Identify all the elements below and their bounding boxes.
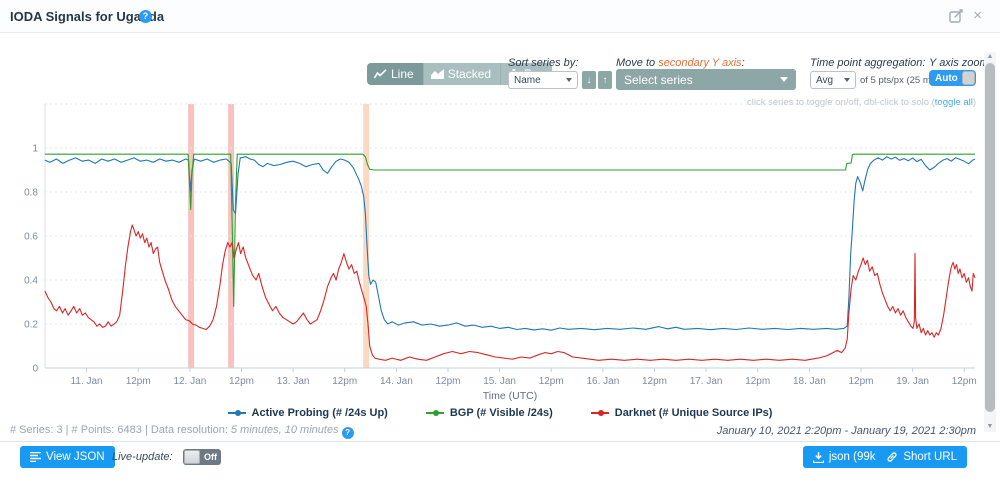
series-line-1[interactable] [44,153,975,307]
legend-label: BGP (# Visible /24s) [449,407,553,419]
arrow-up-icon: ↑ [602,74,608,86]
y-axis-tick: 1 [32,144,38,155]
stats-help-icon[interactable]: ? [341,427,354,439]
legend-marker-icon [425,410,444,417]
x-axis-tick: 12pm [126,376,151,387]
download-json-button[interactable]: json (99kB) [802,446,897,468]
sort-ascending-button[interactable]: ↑ [598,71,612,89]
live-update-toggle[interactable]: Off [183,449,221,465]
link-icon [886,451,898,463]
y-axis-tick: 0.4 [24,276,38,287]
line-chart-svg[interactable]: 1 0.8 0.6 0.4 0.2 0 11. Jan 12pm 12. Jan 12pm 13. … [0,100,1000,410]
date-range: January 10, 2021 2:20pm - January 19, 20… [716,425,976,437]
line-chart-icon [374,69,387,79]
legend-marker-icon [227,410,246,417]
x-axis-tick: 12pm [229,376,254,387]
x-axis-tick: 12pm [848,376,873,387]
legend-hint: click series to toggle on/off, dbl-click… [747,97,976,108]
y-axis-tick: 0.6 [24,232,38,243]
legend-marker-icon [590,410,609,417]
edit-icon[interactable] [949,8,963,23]
title-help-icon[interactable]: ? [139,10,152,23]
sort-descending-button[interactable]: ↓ [582,71,596,89]
widget-titlebar: IODA Signals for Uganda ? × [0,0,1000,33]
x-axis-tick: 11. Jan [71,376,103,387]
sort-direction-buttons: ↓ ↑ [582,71,612,89]
aggregation-select[interactable]: Avg [810,71,856,89]
x-axis-tick: 12pm [435,376,460,387]
legend-item[interactable]: BGP (# Visible /24s) [425,407,553,419]
x-axis-tick: 12pm [642,376,667,387]
x-axis-tick: 17. Jan [690,376,723,387]
y-axis-tick: 0 [32,364,38,375]
page-title: IODA Signals for Uganda [10,9,165,24]
chevron-down-icon [844,78,850,82]
series-line-0[interactable] [44,156,976,331]
list-icon [30,452,41,462]
x-axis-tick: 13. Jan [277,376,310,387]
chart[interactable]: 1 0.8 0.6 0.4 0.2 0 11. Jan 12pm 12. Jan 12pm 13. … [0,100,1000,410]
chevron-down-icon [780,77,788,82]
live-update-label: Live-update: [112,451,173,463]
x-axis-tick: 19. Jan [896,376,929,387]
vertical-scrollbar-thumb[interactable] [985,63,995,412]
legend-label: Darknet (# Unique Source IPs) [614,407,773,419]
scroll-up-icon[interactable]: ▲ [986,53,994,60]
toggle-knob [184,450,200,464]
close-icon[interactable]: × [973,7,982,24]
y-axis-zoom-toggle[interactable]: Auto [929,70,976,86]
aggregation-label: Time point aggregation: [810,57,926,69]
y-axis-tick: 0.2 [24,320,38,331]
x-axis-title: Time (UTC) [483,390,537,402]
y-axis-zoom-label: Y axis zoom: [929,57,992,69]
select-series-dropdown[interactable]: Select series [616,69,796,90]
stacked-chart-button[interactable]: Stacked [423,63,502,85]
aggregation-note: of 5 pts/px (25 minutes) [860,75,960,86]
line-chart-button[interactable]: Line [367,63,424,85]
chevron-down-icon [566,78,572,82]
toggle-all-link[interactable]: toggle all [934,97,973,108]
chart-stats: # Series: 3 | # Points: 6483 | Data reso… [10,424,354,439]
legend-label: Active Probing (# /24s Up) [251,407,388,419]
view-json-button[interactable]: View JSON [20,446,115,468]
scroll-down-icon[interactable]: ▼ [986,423,994,430]
y-axis-tick: 0.8 [24,188,38,199]
download-icon [812,451,824,463]
arrow-down-icon: ↓ [586,74,592,86]
stacked-chart-icon [430,69,444,79]
x-axis-tick: 12pm [332,376,357,387]
x-axis-tick: 12. Jan [173,376,206,387]
series-line-2[interactable] [44,224,976,361]
chart-legend: Active Probing (# /24s Up) BGP (# Visible… [0,407,1000,419]
sort-select[interactable]: Name [508,71,578,89]
legend-item[interactable]: Active Probing (# /24s Up) [227,407,388,419]
vertical-scrollbar[interactable]: ▲ ▼ [984,52,996,432]
x-axis-tick: 12pm [745,376,770,387]
x-axis-tick: 12pm [539,376,564,387]
legend-item[interactable]: Darknet (# Unique Source IPs) [590,407,773,419]
toggle-knob [962,71,975,85]
short-url-button[interactable]: Short URL [876,446,967,468]
x-axis-tick: 15. Jan [483,376,516,387]
x-axis-tick: 16. Jan [586,376,619,387]
x-axis-tick: 12pm [952,376,977,387]
bottom-action-bar: View JSON Live-update: Off json (99kB) S… [0,441,1000,488]
move-secondary-axis-label: Move to secondary Y axis: [616,57,745,69]
x-axis-tick: 18. Jan [793,376,826,387]
x-axis-tick: 14. Jan [380,376,413,387]
sort-series-label: Sort series by: [508,57,579,69]
